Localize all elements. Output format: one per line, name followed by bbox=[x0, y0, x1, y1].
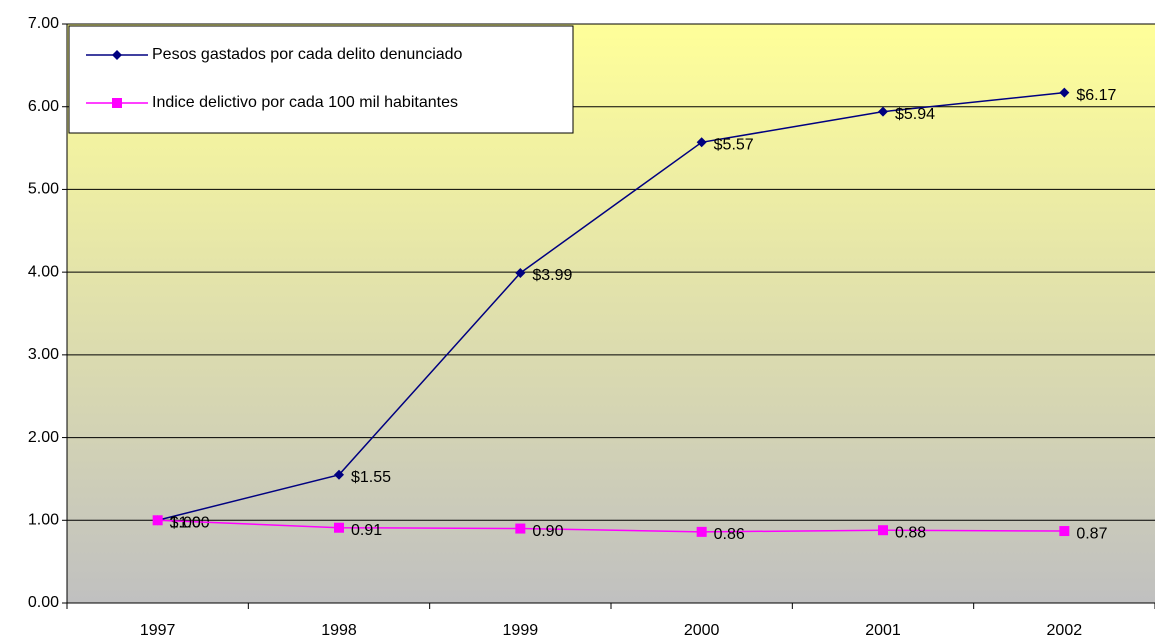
x-tick-label: 2000 bbox=[684, 622, 720, 639]
marker bbox=[878, 525, 888, 536]
x-tick-label: 1998 bbox=[321, 622, 357, 639]
data-label: 1.00 bbox=[170, 515, 201, 532]
x-tick-label: 2002 bbox=[1047, 622, 1083, 639]
y-tick-label: 5.00 bbox=[28, 181, 59, 198]
data-label: $5.94 bbox=[895, 106, 935, 123]
data-label: 0.87 bbox=[1076, 525, 1107, 542]
marker bbox=[696, 526, 707, 537]
y-tick-label: 2.00 bbox=[28, 429, 59, 446]
data-label: 0.86 bbox=[714, 526, 745, 543]
y-tick-label: 6.00 bbox=[28, 98, 59, 115]
y-tick-label: 0.00 bbox=[28, 594, 59, 611]
marker bbox=[112, 98, 122, 108]
series-line bbox=[157, 519, 1065, 533]
marker bbox=[515, 523, 526, 534]
legend bbox=[68, 25, 574, 134]
marker bbox=[112, 50, 122, 60]
marker bbox=[696, 137, 707, 148]
data-label: 0.88 bbox=[895, 524, 926, 541]
marker bbox=[878, 106, 888, 117]
data-label: $5.57 bbox=[714, 137, 754, 154]
x-tick-label: 1999 bbox=[503, 622, 539, 639]
data-label: $6.17 bbox=[1076, 87, 1116, 104]
data-label: 0.91 bbox=[351, 522, 382, 539]
legend-label: Indice delictivo por cada 100 mil habita… bbox=[152, 94, 458, 111]
x-tick-label: 2001 bbox=[865, 622, 901, 639]
y-tick-label: 7.00 bbox=[28, 15, 59, 32]
y-tick-label: 1.00 bbox=[28, 512, 59, 529]
y-tick-label: 3.00 bbox=[28, 346, 59, 363]
marker bbox=[334, 522, 344, 533]
series-line bbox=[157, 91, 1065, 522]
marker bbox=[1059, 87, 1070, 98]
marker bbox=[515, 267, 526, 278]
marker bbox=[152, 515, 163, 526]
data-label: $1.55 bbox=[351, 469, 391, 486]
marker bbox=[334, 469, 344, 480]
data-label: $3.99 bbox=[532, 267, 572, 284]
data-label: $1.00 bbox=[170, 515, 210, 532]
legend-label: Pesos gastados por cada delito denunciad… bbox=[152, 46, 463, 63]
data-label: 0.90 bbox=[532, 523, 563, 540]
y-tick-label: 4.00 bbox=[28, 263, 59, 280]
marker bbox=[1059, 526, 1070, 537]
x-tick-label: 1997 bbox=[140, 622, 176, 639]
